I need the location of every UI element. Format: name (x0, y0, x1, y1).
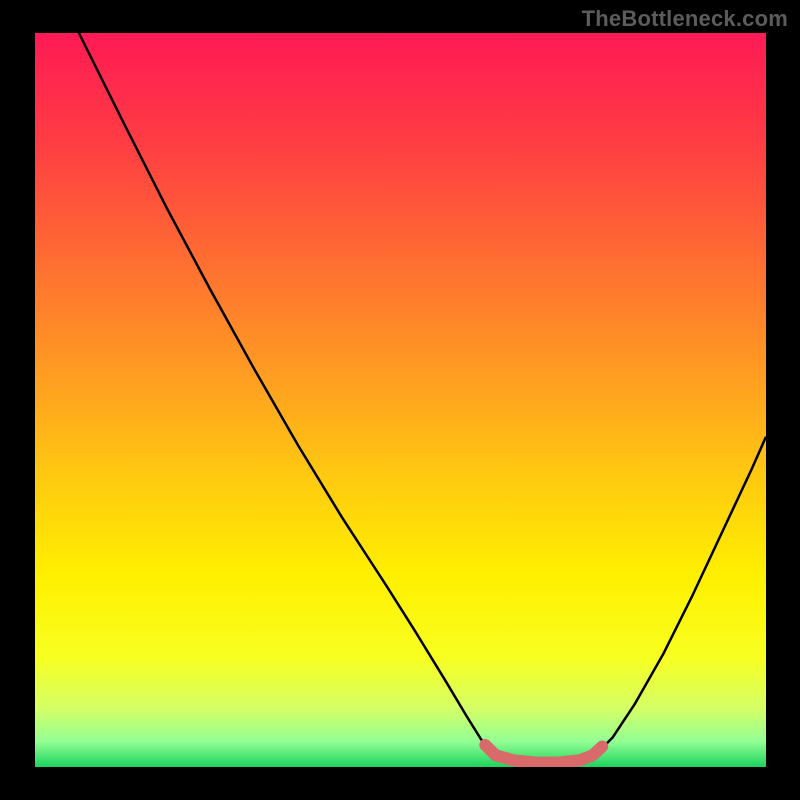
plot-area (35, 33, 766, 767)
chart-container: TheBottleneck.com (0, 0, 800, 800)
chart-svg (35, 33, 766, 767)
attribution-text: TheBottleneck.com (582, 6, 788, 32)
